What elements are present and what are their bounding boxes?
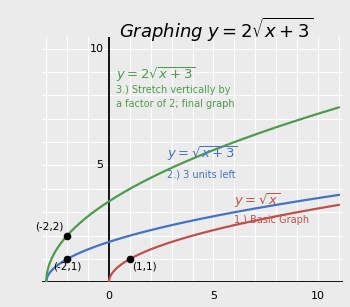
Text: $y = 2\sqrt{x+3}$: $y = 2\sqrt{x+3}$	[116, 65, 195, 84]
Text: 5: 5	[97, 161, 104, 170]
Text: Graphing $y = 2\sqrt{x+3}$: Graphing $y = 2\sqrt{x+3}$	[119, 16, 314, 44]
Text: $y = \sqrt{x}$: $y = \sqrt{x}$	[234, 192, 280, 210]
Text: 3.) Stretch vertically by
a factor of 2; final graph: 3.) Stretch vertically by a factor of 2;…	[116, 85, 235, 109]
Text: (1,1): (1,1)	[132, 262, 156, 272]
Text: 2.) 3 units left: 2.) 3 units left	[167, 169, 236, 179]
Text: 1.) Basic Graph: 1.) Basic Graph	[234, 215, 309, 225]
Text: 0: 0	[105, 291, 112, 301]
Text: (-2,2): (-2,2)	[36, 222, 64, 232]
Text: 10: 10	[311, 291, 325, 301]
Text: 10: 10	[90, 44, 104, 53]
Text: (-2,1): (-2,1)	[53, 262, 81, 272]
Text: $y = \sqrt{x+3}$: $y = \sqrt{x+3}$	[167, 145, 238, 163]
Text: 5: 5	[210, 291, 217, 301]
